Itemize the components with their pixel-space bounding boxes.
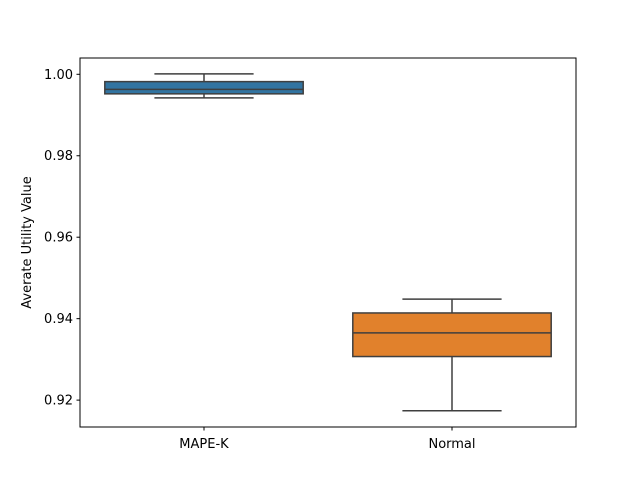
plot-frame xyxy=(79,57,577,428)
y-tick-label: 0.96 xyxy=(44,231,73,246)
y-axis: 0.92 0.94 0.96 0.98 1.00 xyxy=(44,68,80,409)
y-tick-label: 0.98 xyxy=(44,149,73,164)
boxes-layer xyxy=(104,73,552,412)
x-tick-label: Normal xyxy=(428,437,475,452)
box-group xyxy=(104,73,304,99)
box-iqr xyxy=(104,80,304,95)
y-tick-label: 1.00 xyxy=(44,68,73,83)
y-tick-label: 0.92 xyxy=(44,394,73,409)
y-axis-label: Averate Utility Value xyxy=(20,176,35,308)
x-tick-label: MAPE-K xyxy=(179,437,229,452)
box-group xyxy=(352,298,552,412)
y-tick-label: 0.94 xyxy=(44,312,73,327)
box-iqr xyxy=(352,312,552,358)
x-axis: MAPE-K Normal xyxy=(179,427,476,452)
plot-background xyxy=(80,58,576,427)
